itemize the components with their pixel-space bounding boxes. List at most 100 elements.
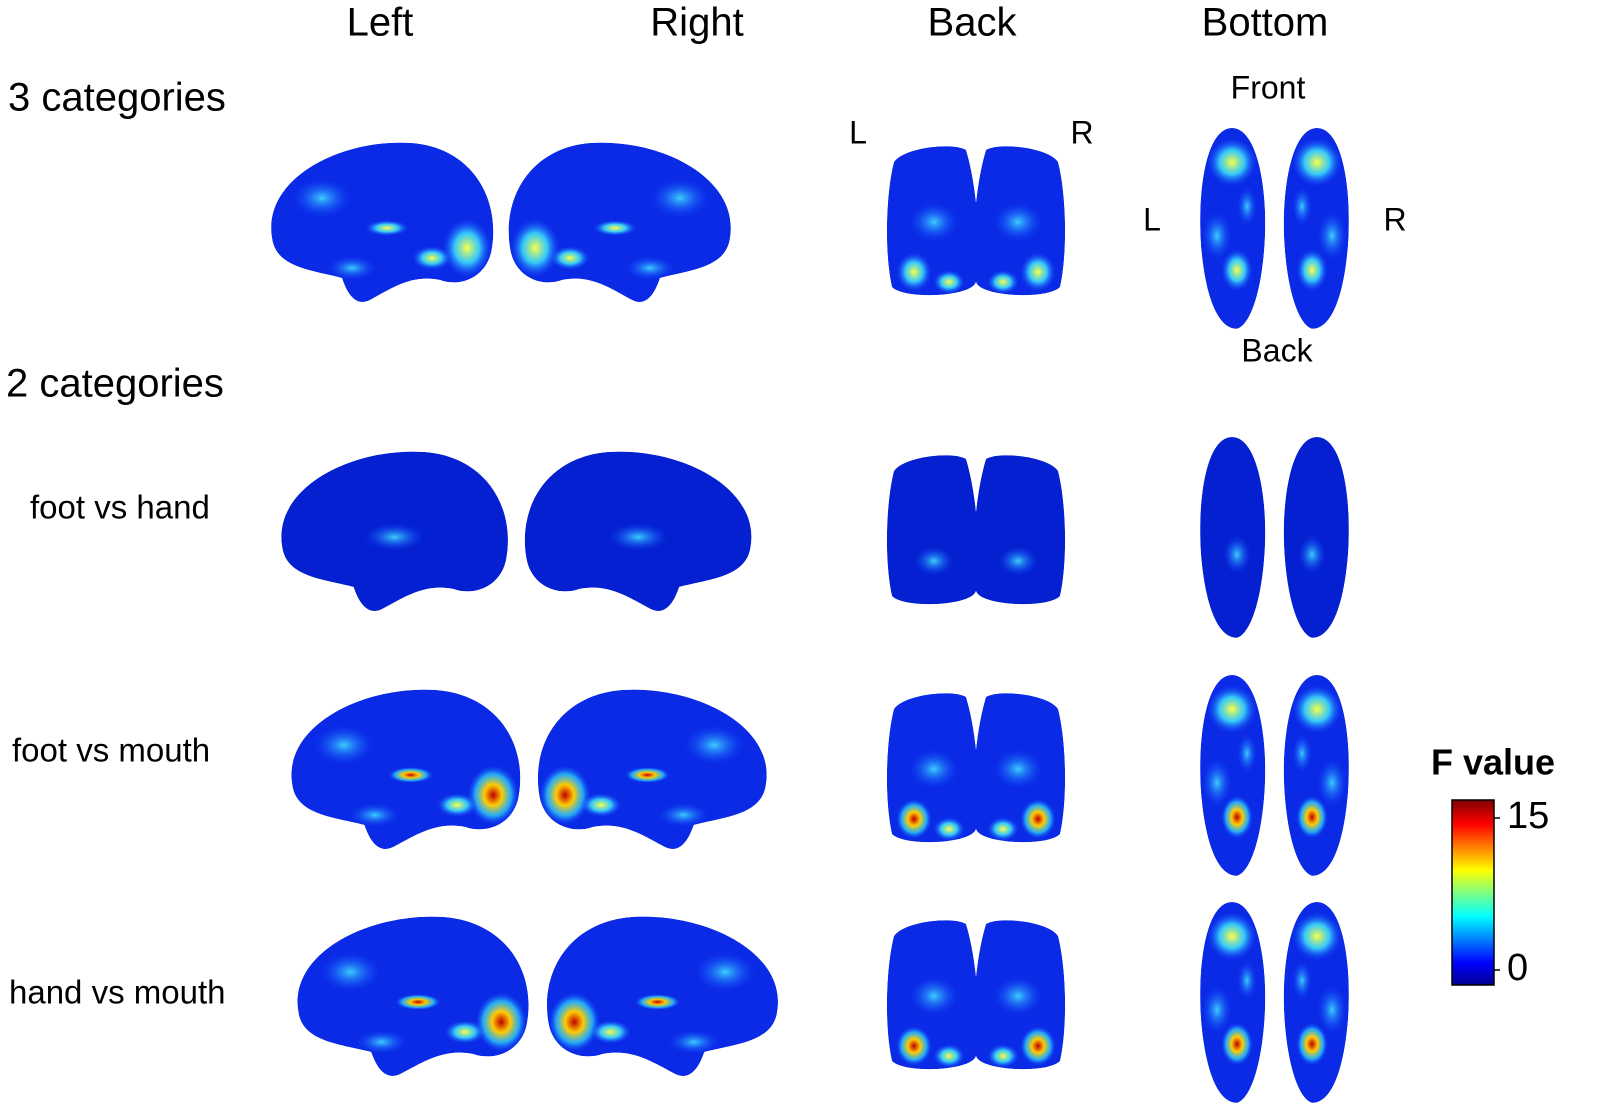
column-headers: Left Right Back Bottom bbox=[347, 1, 1329, 45]
activation-spot bbox=[667, 1030, 720, 1054]
brain-view bbox=[271, 142, 494, 302]
activation-spot bbox=[1207, 137, 1257, 187]
activation-spot bbox=[1020, 252, 1056, 292]
activation-spot bbox=[1292, 684, 1342, 734]
activation-spot bbox=[539, 765, 591, 825]
activation-spot bbox=[1237, 733, 1257, 773]
activation-spot bbox=[993, 749, 1043, 789]
brain-view bbox=[297, 916, 529, 1076]
activation-spot bbox=[896, 799, 932, 839]
activation-spot bbox=[933, 817, 965, 841]
column-header: Right bbox=[650, 1, 743, 45]
activation-spot bbox=[909, 749, 959, 789]
activation-spot bbox=[444, 1020, 486, 1044]
orientation-label: L bbox=[1143, 201, 1161, 237]
brain-view bbox=[973, 146, 1066, 296]
activation-spot bbox=[1317, 758, 1347, 808]
activation-spot bbox=[933, 270, 965, 294]
activation-spot bbox=[292, 178, 352, 218]
brain-view bbox=[291, 689, 521, 849]
activation-spot bbox=[1221, 248, 1253, 292]
activation-spot bbox=[657, 803, 710, 827]
brain-view bbox=[886, 920, 979, 1070]
activation-spot bbox=[987, 270, 1019, 294]
column-header: Left bbox=[347, 1, 414, 45]
activation-spot bbox=[412, 246, 452, 270]
activation-spot bbox=[593, 220, 637, 236]
activation-spot bbox=[634, 994, 681, 1010]
activation-spot bbox=[1292, 733, 1312, 773]
activation-spot bbox=[580, 793, 622, 817]
activation-spot bbox=[312, 725, 375, 765]
activation-spot bbox=[650, 178, 710, 218]
brain-view bbox=[973, 920, 1066, 1070]
column-header: Bottom bbox=[1202, 1, 1329, 45]
cortex-surface bbox=[973, 455, 1066, 605]
activation-spot bbox=[896, 1026, 932, 1066]
activation-spot bbox=[998, 546, 1038, 576]
activation-spot bbox=[1292, 186, 1312, 226]
activation-spot bbox=[1292, 137, 1342, 187]
activation-spot bbox=[1237, 186, 1257, 226]
activation-spot bbox=[1292, 911, 1342, 961]
orientation-label: L bbox=[849, 114, 867, 150]
brain-view bbox=[1200, 902, 1266, 1103]
activation-spot bbox=[510, 218, 560, 278]
brain-view bbox=[1283, 437, 1349, 638]
colorbar-scale bbox=[1451, 799, 1495, 986]
activation-spot bbox=[896, 252, 932, 292]
activation-spot bbox=[1223, 535, 1251, 575]
activation-spot bbox=[365, 220, 409, 236]
activation-spot bbox=[1237, 960, 1257, 1000]
orientation-labels: L R Front L R Back bbox=[849, 69, 1406, 368]
activation-spot bbox=[933, 1044, 965, 1068]
activation-spot bbox=[1292, 960, 1312, 1000]
activation-spot bbox=[1020, 1026, 1056, 1066]
activation-spot bbox=[909, 976, 959, 1016]
colorbar-tick-label: 0 bbox=[1507, 947, 1528, 989]
brain-view bbox=[508, 142, 731, 302]
brain-view bbox=[1200, 437, 1266, 638]
activation-spot bbox=[1221, 1022, 1253, 1066]
activation-spot bbox=[1296, 795, 1328, 839]
activation-spot bbox=[914, 546, 954, 576]
activation-spot bbox=[475, 992, 528, 1052]
activation-spot bbox=[327, 256, 377, 280]
activation-spot bbox=[1202, 211, 1232, 261]
cortex-surface bbox=[886, 455, 979, 605]
activation-spot bbox=[1202, 758, 1232, 808]
activation-spot bbox=[436, 793, 478, 817]
activation-spot bbox=[1207, 911, 1257, 961]
activation-spot bbox=[388, 767, 434, 783]
brain-view bbox=[1200, 128, 1266, 329]
orientation-label: Front bbox=[1231, 69, 1306, 105]
orientation-label: Back bbox=[1241, 332, 1313, 368]
activation-spot bbox=[395, 994, 441, 1010]
column-header: Back bbox=[928, 1, 1018, 45]
activation-spot bbox=[548, 992, 601, 1052]
row-labels: 3 categories 2 categories foot vs hand f… bbox=[6, 76, 226, 1011]
activation-spot bbox=[607, 523, 669, 551]
activation-spot bbox=[589, 1020, 632, 1044]
activation-spot bbox=[363, 523, 425, 551]
activation-spot bbox=[1020, 799, 1056, 839]
brain-view bbox=[281, 451, 508, 611]
activation-spot bbox=[1207, 684, 1257, 734]
activation-spot bbox=[1298, 535, 1326, 575]
brain-maps bbox=[271, 128, 1349, 1103]
activation-spot bbox=[624, 767, 671, 783]
brain-view bbox=[524, 451, 752, 611]
row-label: foot vs hand bbox=[30, 489, 210, 526]
brain-view bbox=[1200, 675, 1266, 876]
brain-view bbox=[886, 693, 979, 843]
brain-view bbox=[547, 916, 778, 1076]
row-label: hand vs mouth bbox=[9, 974, 225, 1011]
row-label: 2 categories bbox=[6, 362, 224, 406]
activation-spot bbox=[987, 1044, 1019, 1068]
orientation-label: R bbox=[1070, 114, 1093, 150]
brain-view bbox=[1283, 902, 1349, 1103]
brain-view bbox=[1283, 675, 1349, 876]
row-label: 3 categories bbox=[8, 76, 226, 120]
activation-spot bbox=[442, 218, 492, 278]
